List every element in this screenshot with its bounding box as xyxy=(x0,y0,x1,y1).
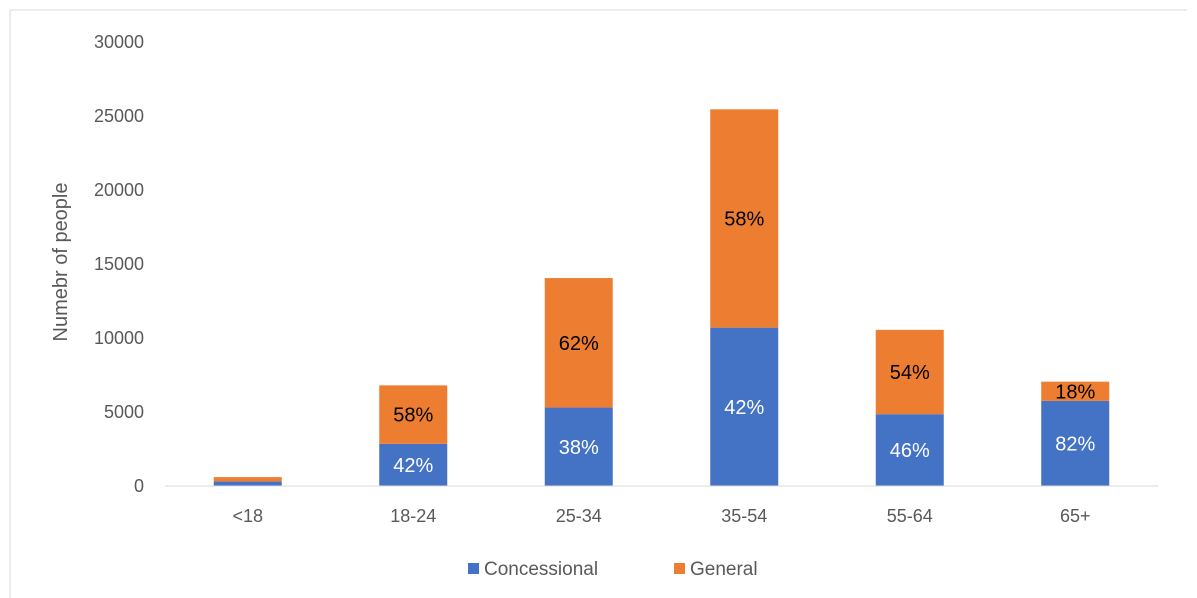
data-label-general-1: 58% xyxy=(393,405,433,427)
x-tick-label: 55-64 xyxy=(887,506,933,526)
data-label-general-3: 58% xyxy=(724,208,764,230)
x-tick-label: 18-24 xyxy=(390,506,436,526)
bar-segment-concessional-2 xyxy=(544,407,613,486)
legend-label-general: General xyxy=(690,559,758,580)
bar-segment-general-4 xyxy=(875,329,944,415)
y-tick-label: 5000 xyxy=(104,402,144,422)
bar-segment-general-2 xyxy=(544,278,613,408)
y-tick-label: 30000 xyxy=(94,32,144,52)
y-tick-label: 20000 xyxy=(94,180,144,200)
data-label-concessional-2: 38% xyxy=(559,437,599,459)
data-label-general-4: 54% xyxy=(890,362,930,384)
bar-segment-concessional-4 xyxy=(875,414,944,486)
legend-label-concessional: Concessional xyxy=(484,559,598,580)
data-labels: 42% 58% 38% 62% 42% 58% 46% 54% 82% 18% xyxy=(393,208,1095,476)
x-tick-label: 35-54 xyxy=(721,506,767,526)
bar-segment-general-0 xyxy=(213,477,282,482)
x-tick-label: 25-34 xyxy=(556,506,602,526)
x-axis-ticks: <18 18-24 25-34 35-54 55-64 65+ xyxy=(232,506,1090,526)
y-tick-label: 15000 xyxy=(94,254,144,274)
data-label-concessional-1: 42% xyxy=(393,455,433,477)
bar-segment-general-5 xyxy=(1041,381,1110,401)
y-tick-label: 25000 xyxy=(94,106,144,126)
bar-segment-concessional-5 xyxy=(1041,400,1110,486)
x-tick-label: <18 xyxy=(232,506,263,526)
data-label-concessional-3: 42% xyxy=(724,397,764,419)
bar-segment-concessional-3 xyxy=(710,327,779,486)
legend-swatch-general xyxy=(674,563,685,574)
bars xyxy=(213,109,1110,486)
y-tick-label: 10000 xyxy=(94,328,144,348)
y-axis-ticks: 0 5000 10000 15000 20000 25000 30000 xyxy=(94,32,144,496)
x-tick-label: 65+ xyxy=(1060,506,1091,526)
bar-segment-concessional-0 xyxy=(213,481,282,486)
data-label-concessional-5: 82% xyxy=(1055,433,1095,455)
data-label-general-2: 62% xyxy=(559,333,599,355)
bar-segment-general-3 xyxy=(710,109,779,328)
legend: Concessional General xyxy=(468,559,758,580)
legend-swatch-concessional xyxy=(468,563,479,574)
bar-segment-general-1 xyxy=(379,385,448,444)
bar-segment-concessional-1 xyxy=(379,443,448,486)
y-tick-label: 0 xyxy=(134,476,144,496)
data-label-concessional-4: 46% xyxy=(890,440,930,462)
data-label-general-5: 18% xyxy=(1055,381,1095,403)
y-axis-title: Numebr of people xyxy=(50,183,72,342)
